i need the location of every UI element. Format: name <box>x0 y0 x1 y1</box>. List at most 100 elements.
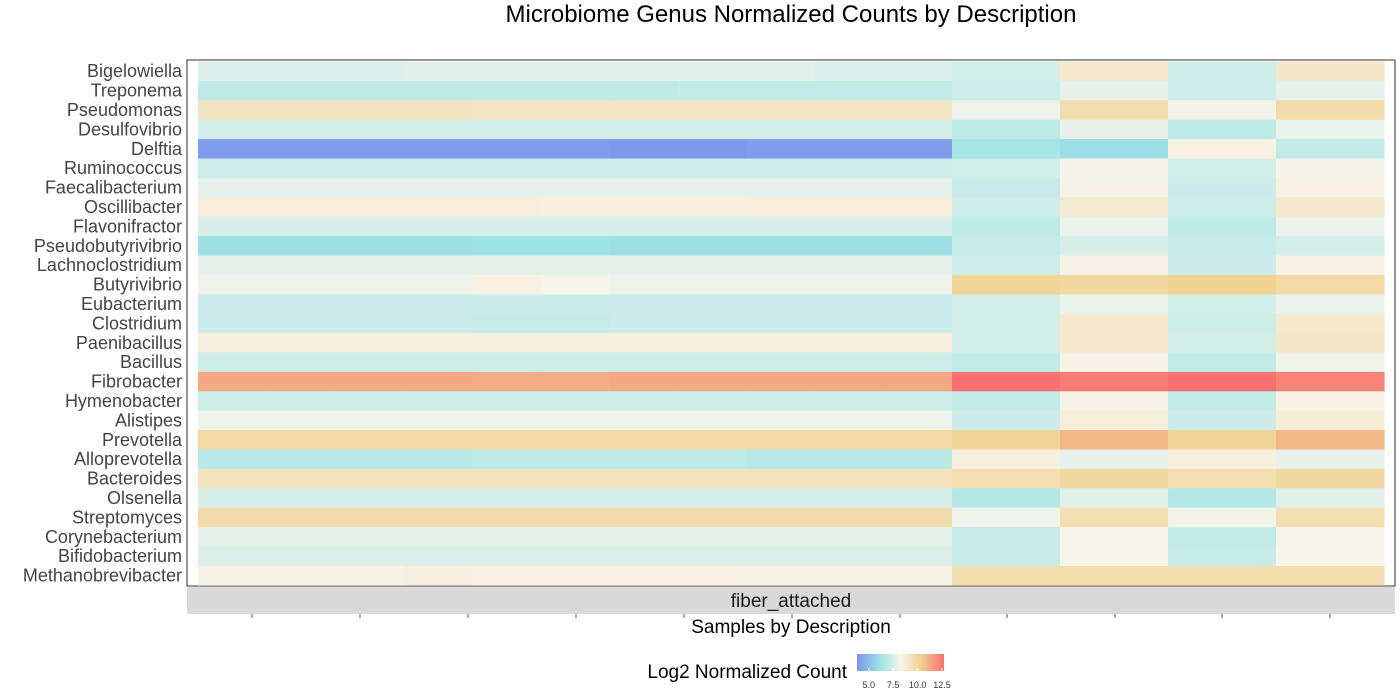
heatmap-cell <box>540 61 610 82</box>
heatmap-cell <box>335 371 405 392</box>
heatmap-cell <box>677 80 747 101</box>
heatmap-cell <box>472 274 542 295</box>
heatmap-cell <box>883 449 953 470</box>
heatmap-cell <box>403 333 473 353</box>
heatmap-cell <box>952 333 1061 353</box>
heatmap-cell <box>1276 255 1385 276</box>
heatmap-cell <box>403 139 473 159</box>
heatmap-cell <box>403 391 473 412</box>
heatmap-cell <box>540 546 610 567</box>
heatmap-cell <box>540 177 610 198</box>
heatmap-cell <box>540 80 610 101</box>
heatmap-cell <box>266 507 336 528</box>
heatmap-cell <box>677 119 747 140</box>
y-axis-label: Lachnoclostridium <box>37 255 182 275</box>
heatmap-cell <box>198 216 268 237</box>
heatmap-cell <box>1060 236 1169 256</box>
heatmap-cell <box>746 158 816 179</box>
heatmap-cell <box>266 371 336 392</box>
heatmap-cell <box>677 565 747 586</box>
heatmap-cell <box>540 158 610 179</box>
y-axis-label: Bacillus <box>120 352 182 372</box>
heatmap-cell <box>335 391 405 412</box>
heatmap-cell <box>952 410 1061 431</box>
heatmap-cell <box>883 61 953 82</box>
heatmap-cell <box>677 255 747 276</box>
heatmap-cell <box>677 371 747 392</box>
heatmap-cell <box>677 294 747 315</box>
heatmap-cell <box>677 527 747 547</box>
heatmap-cell <box>1060 352 1169 373</box>
heatmap-cell <box>472 139 542 159</box>
heatmap-cell <box>1168 488 1277 509</box>
heatmap-cell <box>677 236 747 256</box>
heatmap-cell <box>335 333 405 353</box>
heatmap-cell <box>1168 449 1277 470</box>
heatmap-cell <box>609 449 679 470</box>
heatmap-cell <box>677 468 747 489</box>
heatmap-cell <box>335 430 405 450</box>
heatmap-cell <box>814 333 885 353</box>
heatmap-cell <box>198 430 268 450</box>
heatmap-cell <box>1276 391 1385 412</box>
heatmap-cell <box>403 100 473 121</box>
heatmap-cell <box>746 430 816 450</box>
x-axis-ticks <box>251 614 1331 618</box>
heatmap-cell <box>1060 391 1169 412</box>
heatmap-cell <box>198 488 268 509</box>
heatmap-cell <box>609 139 679 159</box>
heatmap-cell <box>540 371 610 392</box>
heatmap-cell <box>403 468 473 489</box>
heatmap-cell <box>746 119 816 140</box>
heatmap-cell <box>883 410 953 431</box>
y-axis-label: Bifidobacterium <box>58 546 182 566</box>
heatmap-cell <box>883 468 953 489</box>
heatmap-cell <box>472 352 542 373</box>
legend-title: Log2 Normalized Count <box>647 662 847 683</box>
heatmap-cell <box>746 527 816 547</box>
heatmap-cell <box>814 80 885 101</box>
heatmap-cell <box>952 274 1061 295</box>
heatmap-cell <box>266 100 336 121</box>
heatmap-cell <box>814 139 885 159</box>
heatmap-cell <box>1168 391 1277 412</box>
y-axis-label: Delftia <box>131 139 183 159</box>
heatmap-cell <box>403 565 473 586</box>
heatmap-cell <box>609 294 679 315</box>
heatmap-cell <box>266 197 336 218</box>
heatmap-cell <box>677 352 747 373</box>
heatmap-cell <box>403 236 473 256</box>
heatmap-cell <box>1168 274 1277 295</box>
heatmap-cell <box>609 527 679 547</box>
heatmap-cell <box>1276 565 1385 586</box>
chart-title: Microbiome Genus Normalized Counts by De… <box>506 1 1077 28</box>
heatmap-cell <box>266 565 336 586</box>
heatmap-cell <box>609 100 679 121</box>
heatmap-cell <box>677 100 747 121</box>
heatmap-cell <box>677 61 747 82</box>
heatmap-cell <box>1060 294 1169 315</box>
heatmap-cell <box>335 313 405 334</box>
heatmap-cell <box>609 313 679 334</box>
heatmap-cell <box>746 507 816 528</box>
heatmap-cell <box>540 294 610 315</box>
heatmap-cell <box>677 507 747 528</box>
heatmap-cell <box>403 430 473 450</box>
heatmap-cell <box>198 274 268 295</box>
heatmap-cell <box>1060 449 1169 470</box>
heatmap-cell <box>472 449 542 470</box>
heatmap-cell <box>266 352 336 373</box>
heatmap-cell <box>1060 197 1169 218</box>
heatmap-cell <box>746 546 816 567</box>
heatmap-cell <box>472 333 542 353</box>
heatmap-cell <box>198 371 268 392</box>
heatmap-cell <box>746 274 816 295</box>
legend-tick-label: 7.5 <box>887 680 900 690</box>
heatmap-cell <box>472 391 542 412</box>
heatmap-cell <box>952 139 1061 159</box>
heatmap-cell <box>1276 449 1385 470</box>
heatmap-cell <box>335 294 405 315</box>
heatmap-cell <box>403 410 473 431</box>
y-axis-label: Ruminococcus <box>64 158 182 178</box>
